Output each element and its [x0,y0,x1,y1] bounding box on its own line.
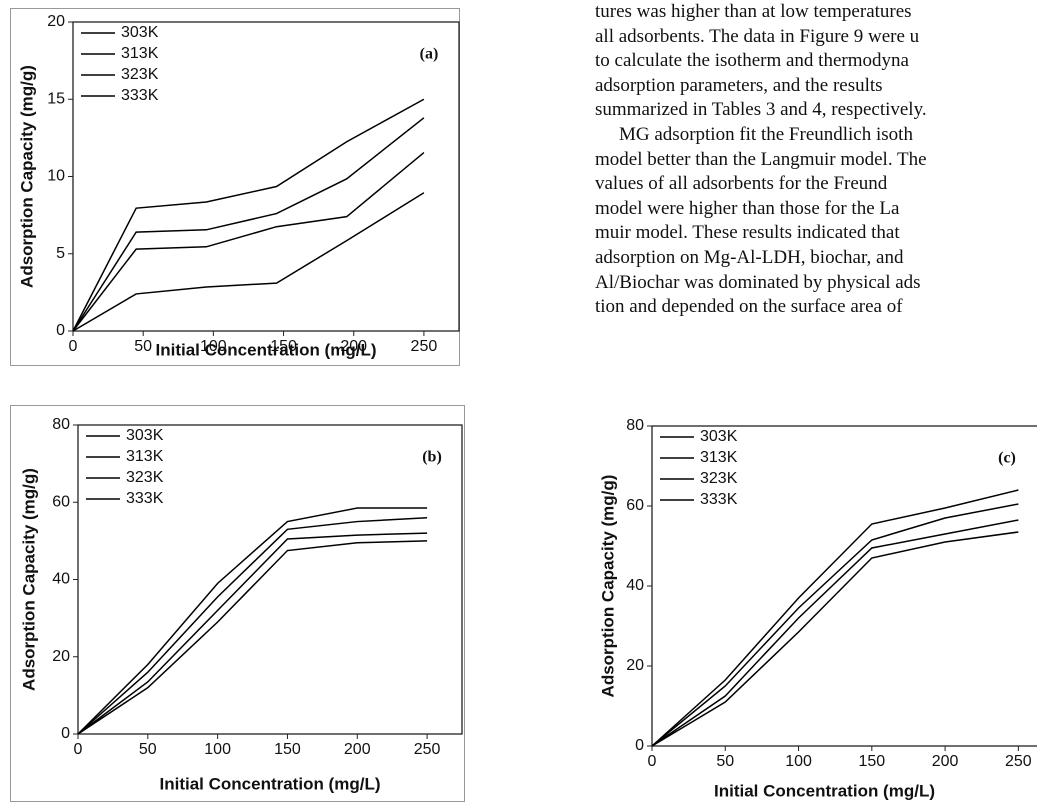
series-line [72,192,425,332]
y-tick-label: 10 [47,168,65,185]
text-line: tion and depended on the surface area of [595,296,903,318]
x-tick-label: 250 [414,741,441,758]
legend-label: 303K [700,428,738,445]
text-line: all adsorbents. The data in Figure 9 wer… [595,25,920,47]
annotation: (a) [420,46,439,63]
legend-label: 313K [126,448,164,465]
series-line [72,117,425,332]
legend-label: 303K [121,24,159,41]
chart: 0 50 100 150 200 250 0 20 40 60 80 Initial Concentr… [10,405,465,802]
y-axis-title: Adsorption Capacity (mg/g) [19,468,38,691]
text-line: MG adsorption fit the Freundlich isoth [619,123,913,145]
y-tick-label: 20 [626,657,644,674]
y-tick-label: 20 [47,13,65,30]
x-tick-label: 250 [1005,753,1032,770]
text-line: model were higher than those for the La [595,197,900,219]
x-tick-label: 200 [340,338,367,355]
series-line [77,540,428,735]
legend-label: 303K [126,427,164,444]
text-line: values of all adsorbents for the Freund [595,173,888,195]
x-tick-label: 150 [270,338,297,355]
legend-label: 333K [700,491,738,508]
x-tick-label: 50 [134,338,152,355]
chart: 0 50 100 150 200 250 0 5 10 15 20 Initial Concentra… [10,8,460,366]
x-tick-label: 150 [274,741,301,758]
series-line [651,503,1019,747]
x-tick-label: 50 [139,741,157,758]
y-tick-label: 60 [52,493,70,510]
series-line [72,98,425,332]
x-tick-label: 100 [204,741,231,758]
y-tick-label: 15 [47,90,65,107]
y-axis-title: Adsorption Capacity (mg/g) [17,65,36,288]
y-tick-label: 20 [52,648,70,665]
body-text: tures was higher than at low temperature… [595,0,1037,320]
x-tick-label: 50 [716,753,734,770]
x-tick-label: 200 [344,741,371,758]
text-line: Al/Biochar was dominated by physical ads [595,271,921,293]
text-line: muir model. These results indicated that [595,222,900,244]
x-axis-title: Initial Concentration (mg/L) [156,340,377,359]
x-tick-label: 0 [69,338,78,355]
x-tick-label: 0 [648,753,657,770]
legend-label: 323K [700,470,738,487]
y-tick-label: 80 [626,417,644,434]
y-tick-label: 0 [61,725,70,742]
series-line [77,532,428,735]
x-axis-title: Initial Concentration (mg/L) [714,781,935,800]
legend-label: 313K [700,449,738,466]
series-line [77,507,428,735]
y-tick-label: 40 [626,577,644,594]
series-line [651,519,1019,747]
text-line: tures was higher than at low temperature… [595,1,912,22]
text-line: to calculate the isotherm and thermodyna [595,50,909,72]
series-line [651,489,1019,747]
legend-label: 323K [126,469,164,486]
legend-label: 333K [126,490,164,507]
legend-label: 333K [121,87,159,104]
y-tick-label: 0 [635,737,644,754]
series-line [72,151,425,332]
y-tick-label: 40 [52,571,70,588]
y-tick-label: 0 [56,322,65,339]
annotation: (c) [998,450,1016,467]
x-tick-label: 100 [200,338,227,355]
y-tick-label: 80 [52,416,70,433]
x-tick-label: 150 [858,753,885,770]
series-line [651,531,1019,747]
text-line: adsorption on Mg-Al-LDH, biochar, and [595,246,904,268]
text-line: model better than the Langmuir model. Th… [595,148,927,170]
y-axis-title: Adsorption Capacity (mg/g) [598,475,617,698]
y-tick-label: 60 [626,497,644,514]
text-line: summarized in Tables 3 and 4, respective… [595,99,927,121]
text-line: adsorption parameters, and the results [595,74,883,96]
annotation: (b) [422,449,442,466]
x-axis-title: Initial Concentration (mg/L) [160,774,381,793]
legend-label: 313K [121,45,159,62]
y-tick-label: 5 [56,245,65,262]
x-tick-label: 0 [74,741,83,758]
legend-label: 323K [121,66,159,83]
x-tick-label: 200 [932,753,959,770]
series-line [77,516,428,735]
figure-border [10,8,460,366]
x-tick-label: 250 [411,338,438,355]
x-tick-label: 100 [785,753,812,770]
chart: 0 50 100 150 200 250 0 20 40 60 80 Initial Concentr… [598,417,1037,800]
